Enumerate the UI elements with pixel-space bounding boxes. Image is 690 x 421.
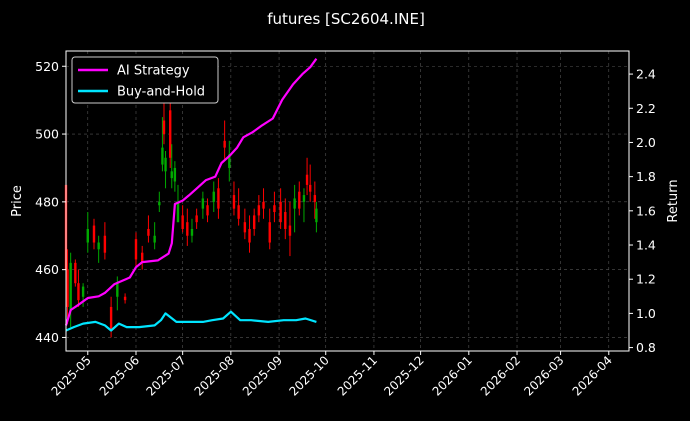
- candle-body: [313, 195, 317, 202]
- y-right-tick-label: 1.0: [636, 306, 656, 321]
- candle-body: [262, 201, 265, 209]
- candle-body: [206, 205, 209, 216]
- return-lines: [64, 58, 318, 332]
- candle-body: [315, 208, 318, 223]
- candle-body: [302, 195, 306, 202]
- candle-body: [176, 201, 180, 223]
- candle-body: [116, 283, 119, 297]
- candle-body: [186, 222, 189, 236]
- chart-title: futures [SC2604.INE]: [267, 10, 425, 28]
- candle-body: [123, 296, 127, 301]
- candle-body: [252, 215, 256, 229]
- candle-body: [69, 262, 72, 311]
- candle-body: [103, 235, 107, 253]
- candle-body: [243, 222, 247, 233]
- candle-body: [284, 212, 287, 229]
- candle-body: [279, 201, 282, 223]
- candle-body: [237, 205, 240, 219]
- series-line-ai-strategy: [64, 58, 318, 326]
- y-axis-right: 0.8 1.0 1.2 1.4 1.6 1.8 2.0 2.2 2.4: [629, 67, 656, 355]
- series-line-buy-and-hold: [65, 310, 317, 332]
- candle-body: [298, 191, 301, 209]
- plot-frame: [65, 50, 630, 352]
- candle-body: [273, 205, 276, 213]
- y-left-tick-label: 480: [35, 194, 59, 209]
- y-right-tick-label: 0.8: [636, 340, 656, 355]
- candle-body: [232, 195, 236, 209]
- y-right-tick-label: 2.4: [636, 67, 656, 82]
- candle-body: [147, 228, 150, 236]
- candle-body: [170, 171, 173, 179]
- legend-box: [71, 56, 219, 104]
- candle-body: [86, 228, 89, 243]
- candle-body: [169, 110, 172, 158]
- candle-body: [161, 147, 164, 165]
- legend: AI Strategy Buy-and-Hold: [71, 56, 219, 104]
- candle-body: [268, 222, 271, 243]
- candle-body: [97, 242, 100, 250]
- candle-body: [308, 184, 312, 192]
- y-axis-left: 440 460 480 500 520: [35, 59, 66, 345]
- y-right-tick-label: 1.6: [636, 203, 656, 218]
- y-right-tick-label: 2.2: [636, 101, 656, 116]
- y-axis-right-label: Return: [666, 179, 681, 222]
- candle-body: [173, 167, 177, 182]
- y-right-tick-label: 1.2: [636, 272, 656, 287]
- candle-body: [158, 201, 161, 206]
- candle-body: [288, 225, 292, 236]
- candle-body: [217, 188, 220, 209]
- legend-label-ai-strategy: AI Strategy: [117, 64, 190, 79]
- candle-body: [92, 225, 96, 243]
- candle-body: [212, 191, 215, 202]
- candle-body: [66, 269, 69, 307]
- y-left-tick-label: 520: [35, 59, 59, 74]
- y-right-tick-label: 1.4: [636, 238, 656, 253]
- candle-body: [190, 228, 194, 236]
- candle-body: [74, 262, 77, 284]
- candle-body: [223, 140, 226, 148]
- candle-body: [164, 157, 167, 172]
- y-left-tick-label: 440: [35, 330, 59, 345]
- legend-label-buy-and-hold: Buy-and-Hold: [117, 85, 205, 100]
- candle-body: [81, 286, 85, 297]
- candle-body: [293, 198, 296, 209]
- candle-body: [228, 154, 231, 168]
- candle-body: [248, 228, 251, 243]
- y-left-tick-label: 500: [35, 127, 59, 142]
- y-axis-left-label: Price: [10, 185, 25, 217]
- candle-body: [109, 306, 113, 331]
- candle-body: [153, 235, 156, 243]
- candle-body: [195, 215, 198, 223]
- y-right-tick-label: 2.0: [636, 135, 656, 150]
- candle-body: [141, 252, 144, 263]
- y-right-tick-label: 1.8: [636, 169, 656, 184]
- candle-body: [134, 239, 138, 260]
- candle-body: [181, 215, 184, 229]
- candle-body: [257, 205, 261, 216]
- candle-body: [162, 120, 166, 135]
- y-left-tick-label: 460: [35, 262, 59, 277]
- candle-body: [201, 198, 205, 209]
- candle-body: [77, 283, 80, 301]
- candle-body: [305, 174, 309, 185]
